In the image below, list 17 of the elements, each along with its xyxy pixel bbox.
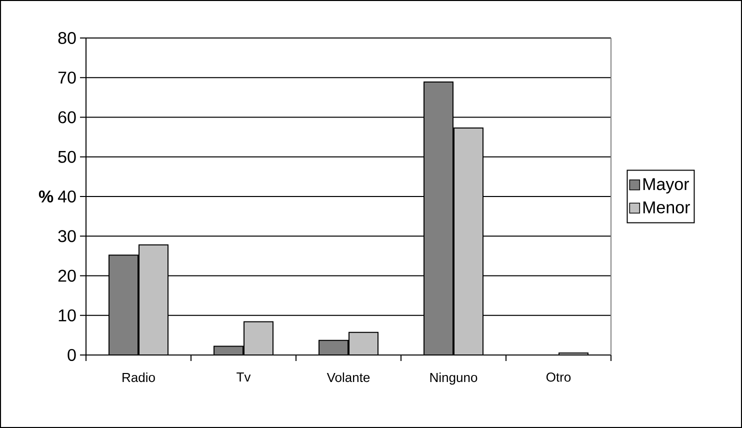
legend-label: Menor [643,201,690,214]
x-tick-label: Ninguno [430,372,478,385]
y-tick-label: 10 [58,309,76,322]
legend-label: Mayor [643,178,689,194]
x-tick-label: Volante [326,372,370,382]
y-tick-label: 30 [58,230,76,242]
y-tick-label: 80 [58,32,76,44]
y-tick-label: 20 [58,270,76,282]
y-tick-label: 70 [58,72,76,84]
y-tick-label: 50 [58,150,76,163]
x-tick-label: Radio [122,372,155,382]
x-tick-label: Tv [236,372,251,382]
y-axis-title: % [38,190,54,202]
x-tick-label: Otro [546,372,571,382]
y-tick-label: 0 [68,348,76,362]
y-tick-label: 60 [58,111,76,124]
y-tick-label: 40 [58,190,76,203]
